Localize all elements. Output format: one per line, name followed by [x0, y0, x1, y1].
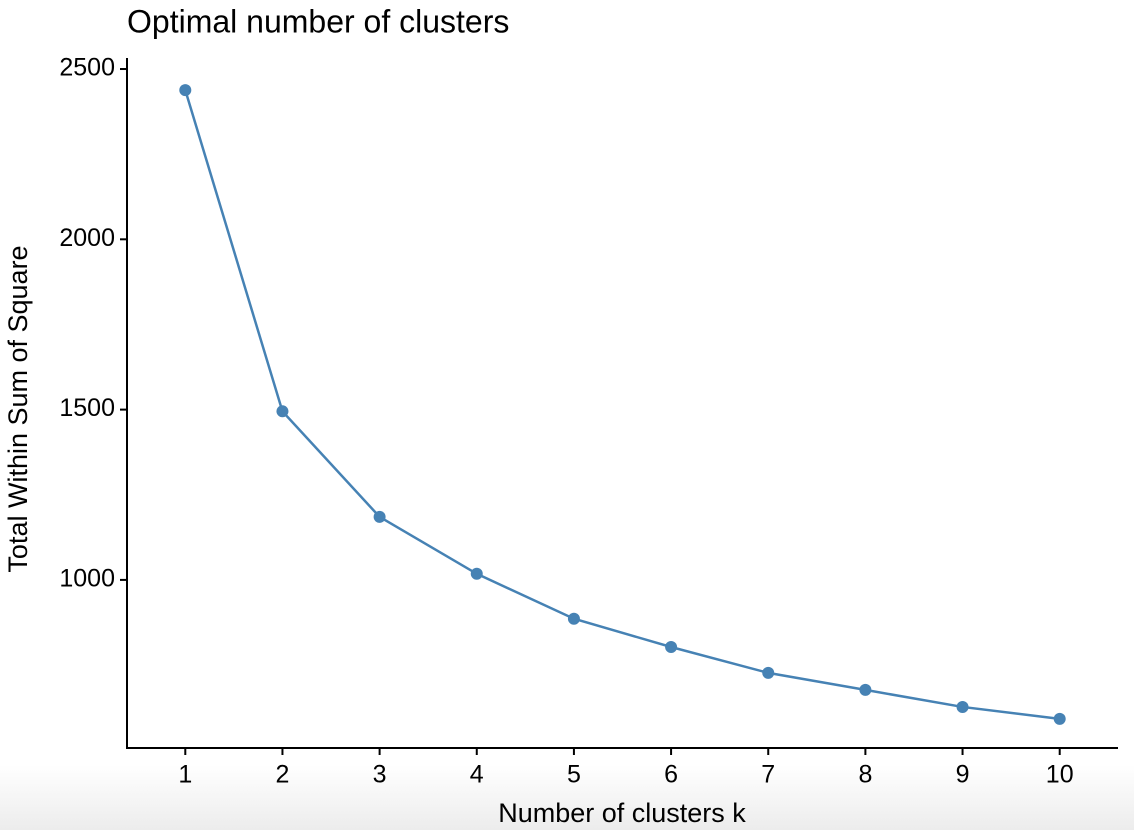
- y-tick-label: 2500: [59, 54, 115, 82]
- x-tick-label: 10: [1046, 761, 1074, 789]
- x-tick-label: 1: [178, 761, 192, 789]
- chart-title: Optimal number of clusters: [127, 3, 509, 39]
- data-point: [179, 84, 192, 97]
- x-axis-label: Number of clusters k: [498, 798, 746, 828]
- y-tick-label: 1000: [59, 565, 115, 593]
- data-point: [762, 666, 775, 679]
- y-axis-label: Total Within Sum of Square: [3, 245, 33, 572]
- data-point: [665, 641, 678, 654]
- x-tick-label: 6: [664, 761, 678, 789]
- data-point: [373, 510, 386, 523]
- x-tick-label: 8: [858, 761, 872, 789]
- y-tick-label: 1500: [59, 394, 115, 422]
- data-point: [276, 405, 289, 418]
- x-tick-label: 2: [275, 761, 289, 789]
- data-point: [956, 700, 969, 713]
- data-point: [1053, 712, 1066, 725]
- x-tick-label: 5: [567, 761, 581, 789]
- x-tick-label: 7: [761, 761, 775, 789]
- series-line: [184, 89, 1060, 721]
- data-point: [567, 612, 580, 625]
- data-point: [859, 683, 872, 696]
- x-tick-label: 9: [956, 761, 970, 789]
- data-point: [470, 567, 483, 580]
- x-tick-label: 4: [470, 761, 484, 789]
- x-tick-label: 3: [373, 761, 387, 789]
- y-tick-label: 2000: [59, 224, 115, 252]
- bottom-shade: [0, 765, 1134, 830]
